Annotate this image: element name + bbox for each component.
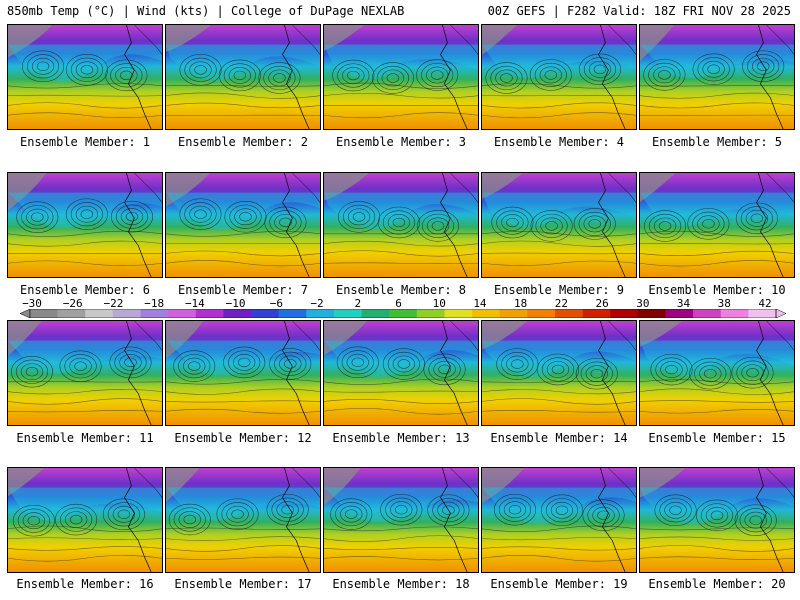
ensemble-member-map: [323, 24, 479, 130]
ensemble-member-map: [639, 320, 795, 426]
colorbar-tick-label: −30: [22, 297, 42, 310]
ensemble-member-map: [639, 467, 795, 573]
colorbar-tick-label: 26: [595, 297, 609, 310]
ensemble-member-label: Ensemble Member: 1: [19, 135, 151, 149]
ensemble-member-map: [7, 467, 163, 573]
ensemble-member-map: [7, 172, 163, 278]
colorbar-tick-label: 38: [717, 297, 731, 310]
ensemble-member-map: [7, 24, 163, 130]
ensemble-member-label: Ensemble Member: 15: [648, 431, 786, 445]
colorbar-tick-label: 14: [473, 297, 487, 310]
colorbar-tick-label: −14: [184, 297, 205, 310]
colorbar-tick-label: 2: [354, 297, 362, 310]
ensemble-member-label: Ensemble Member: 16: [16, 577, 154, 591]
ensemble-member-label: Ensemble Member: 11: [16, 431, 154, 445]
map-title: 850mb Temp (°C) | Wind (kts) | College o…: [7, 4, 405, 18]
ensemble-member-label: Ensemble Member: 10: [648, 283, 786, 297]
ensemble-member-map: [323, 467, 479, 573]
ensemble-member-map: [165, 467, 321, 573]
colorbar-tick-label: −2: [310, 297, 324, 310]
colorbar-tick-label: 42: [758, 297, 772, 310]
colorbar-tick-label: 22: [554, 297, 568, 310]
colorbar-tick-label: −6: [269, 297, 283, 310]
ensemble-member-map: [639, 24, 795, 130]
colorbar-tick-label: 18: [514, 297, 528, 310]
ensemble-member-label: Ensemble Member: 3: [335, 135, 467, 149]
ensemble-member-map: [7, 320, 163, 426]
ensemble-member-label: Ensemble Member: 17: [174, 577, 312, 591]
ensemble-member-map: [323, 172, 479, 278]
ensemble-member-label: Ensemble Member: 14: [490, 431, 628, 445]
ensemble-member-label: Ensemble Member: 5: [651, 135, 783, 149]
ensemble-member-map: [481, 467, 637, 573]
ensemble-member-label: Ensemble Member: 7: [177, 283, 309, 297]
ensemble-member-map: [481, 172, 637, 278]
ensemble-member-map: [639, 172, 795, 278]
ensemble-member-label: Ensemble Member: 4: [493, 135, 625, 149]
colorbar-tick-label: −18: [144, 297, 165, 310]
colorbar-tick-label: 34: [676, 297, 691, 310]
ensemble-member-label: Ensemble Member: 13: [332, 431, 470, 445]
ensemble-member-label: Ensemble Member: 2: [177, 135, 309, 149]
ensemble-member-map: [165, 172, 321, 278]
ensemble-member-map: [481, 320, 637, 426]
temperature-colorbar: [20, 309, 786, 318]
ensemble-member-label: Ensemble Member: 18: [332, 577, 470, 591]
ensemble-member-label: Ensemble Member: 9: [493, 283, 625, 297]
ensemble-member-label: Ensemble Member: 12: [174, 431, 312, 445]
model-run-info: 00Z GEFS | F282 Valid: 18Z FRI NOV 28 20…: [487, 4, 791, 18]
ensemble-member-label: Ensemble Member: 8: [335, 283, 467, 297]
ensemble-member-label: Ensemble Member: 19: [490, 577, 628, 591]
colorbar-tick-label: 6: [395, 297, 402, 310]
ensemble-member-label: Ensemble Member: 20: [648, 577, 786, 591]
colorbar-tick-label: 30: [636, 297, 650, 310]
ensemble-member-map: [165, 320, 321, 426]
ensemble-member-map: [165, 24, 321, 130]
ensemble-member-map: [481, 24, 637, 130]
ensemble-member-label: Ensemble Member: 6: [19, 283, 151, 297]
colorbar-tick-label: −10: [225, 297, 246, 310]
colorbar-tick-label: 10: [432, 297, 446, 310]
ensemble-member-map: [323, 320, 479, 426]
colorbar-tick-label: −26: [62, 297, 83, 310]
colorbar-tick-label: −22: [103, 297, 124, 310]
